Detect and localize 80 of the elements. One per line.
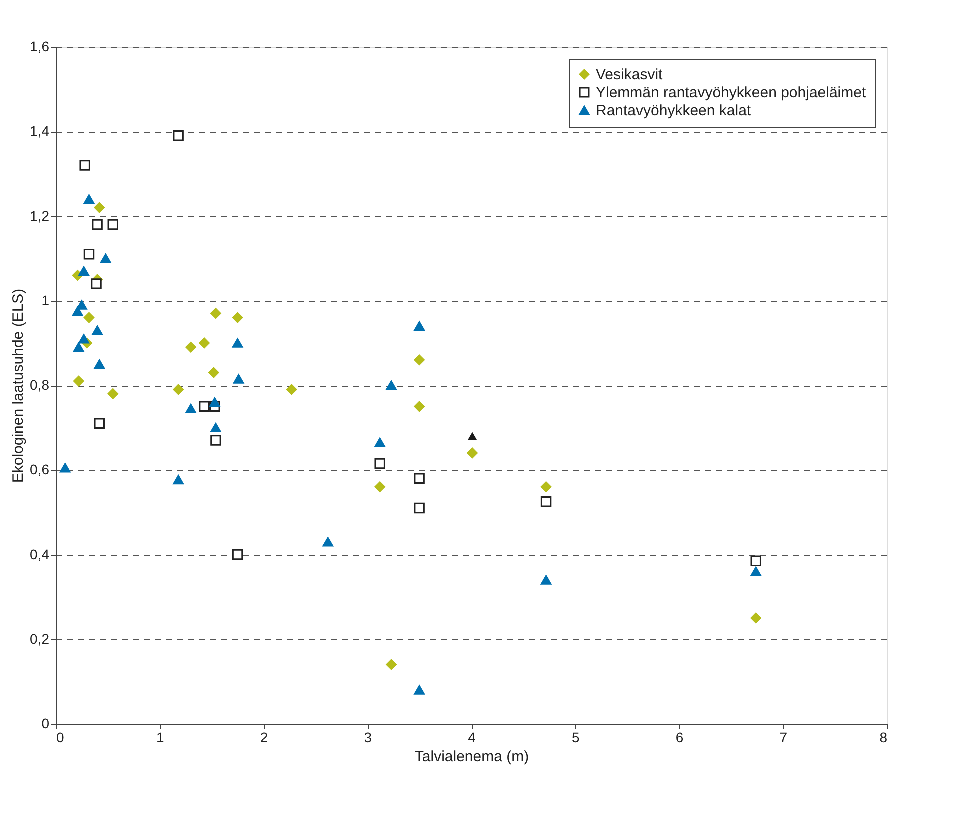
point [199, 338, 210, 349]
point [94, 202, 105, 214]
point [414, 401, 425, 412]
x-axis-title: Talvialenema (m) [414, 748, 530, 766]
point [414, 322, 425, 332]
point [750, 612, 762, 624]
y-tick-label: 0 [42, 716, 50, 732]
point [73, 376, 84, 387]
point [78, 334, 90, 344]
point [210, 423, 222, 433]
point [414, 354, 425, 366]
point [232, 549, 244, 560]
x-tick-label: 8 [880, 730, 888, 746]
x-tick-label: 0 [56, 730, 64, 746]
point [94, 418, 105, 429]
point [92, 219, 103, 230]
legend-label: Ylemmän rantavyöhykkeen pohjaeläimet [596, 84, 867, 102]
legend-label: Vesikasvit [596, 66, 664, 84]
x-tick-label: 4 [468, 730, 476, 746]
y-axis-title: Ekologinen laatusuhde (ELS) [10, 288, 28, 484]
point [286, 384, 298, 396]
point [468, 432, 478, 440]
y-tick-label: 1,6 [30, 38, 50, 54]
point [76, 300, 88, 310]
point [173, 384, 184, 396]
point [414, 473, 425, 484]
point [78, 266, 90, 276]
point [750, 556, 762, 566]
y-tick-label: 0,2 [30, 630, 50, 647]
point [91, 278, 102, 290]
point [108, 219, 118, 230]
point [210, 398, 220, 408]
point [108, 388, 118, 400]
point [80, 160, 90, 171]
point [210, 308, 222, 319]
y-tick-label: 1,4 [30, 123, 50, 140]
point [84, 194, 95, 204]
point [173, 130, 184, 142]
y-tick-label: 1,2 [30, 208, 50, 224]
point [84, 248, 95, 260]
y-tick-label: 0,4 [30, 546, 50, 562]
point [199, 401, 210, 412]
point [232, 338, 244, 348]
point [84, 312, 95, 324]
point [414, 685, 425, 695]
point [374, 438, 386, 448]
point [92, 326, 103, 336]
point [374, 458, 386, 470]
legend-label: Rantavyöhykkeen kalat [596, 102, 752, 120]
point [210, 435, 222, 446]
point [414, 502, 425, 514]
point [374, 482, 386, 492]
x-tick-label: 7 [780, 730, 788, 746]
y-tick-label: 0,8 [30, 377, 50, 393]
point [94, 360, 105, 370]
y-tick-label: 1 [42, 292, 50, 308]
point [322, 537, 334, 547]
x-tick-label: 5 [572, 730, 580, 746]
point [186, 342, 196, 353]
point [540, 482, 552, 492]
point [73, 342, 84, 352]
point [467, 448, 478, 459]
point [72, 306, 84, 316]
x-tick-label: 2 [260, 730, 268, 746]
point [186, 404, 196, 414]
point [100, 254, 112, 264]
y-tick-label: 0,6 [30, 462, 50, 478]
point [386, 659, 397, 670]
point [173, 475, 184, 485]
point [386, 380, 397, 390]
point [540, 575, 552, 585]
point [750, 566, 762, 576]
x-tick-label: 3 [364, 730, 372, 746]
point [232, 312, 244, 324]
x-tick-label: 1 [156, 730, 164, 746]
point [208, 367, 220, 378]
point [233, 374, 244, 384]
point [540, 496, 552, 508]
point [60, 463, 71, 473]
x-tick-label: 6 [676, 730, 684, 746]
